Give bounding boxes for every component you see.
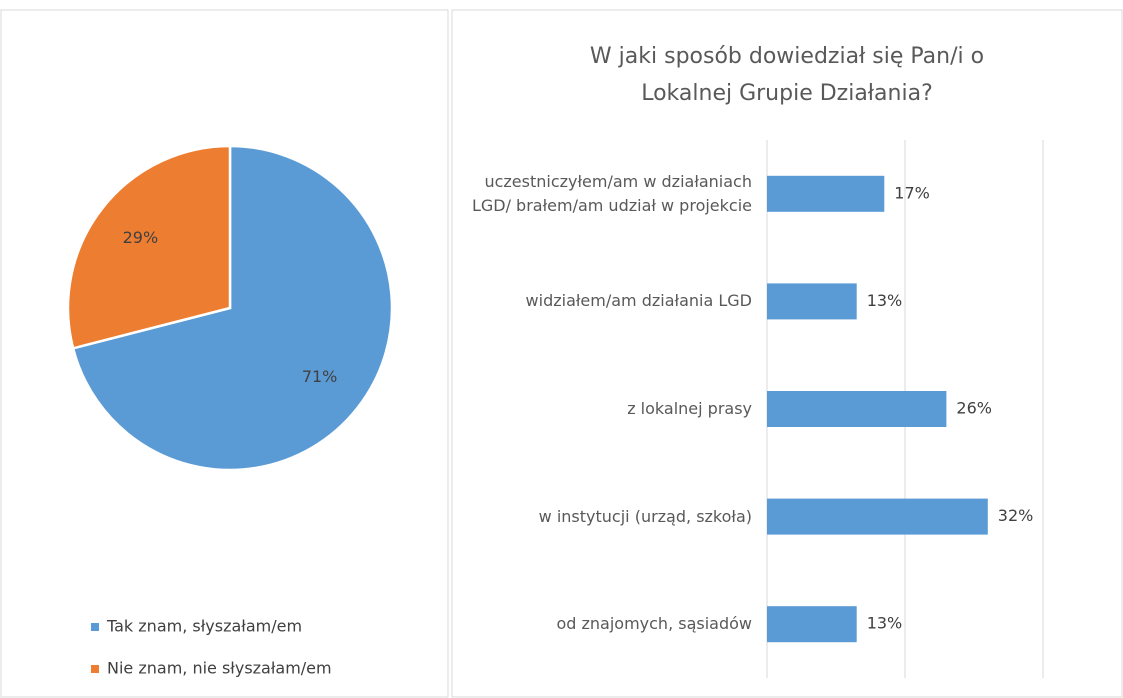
bar: [767, 606, 857, 643]
data-label: 32%: [998, 506, 1034, 525]
bar: [767, 175, 885, 212]
data-label: 17%: [894, 183, 930, 202]
data-label: 71%: [302, 367, 338, 386]
bar: [767, 283, 857, 320]
chart-title: W jaki sposób dowiedział się Pan/i o Lok…: [589, 44, 985, 106]
legend-swatch: [91, 623, 99, 631]
pie-slice: [71, 144, 394, 472]
bar: [767, 391, 947, 427]
bar: [767, 498, 988, 535]
data-label: 13%: [867, 614, 903, 633]
pie-slice: [66, 144, 232, 350]
data-label: 26%: [956, 399, 992, 418]
y-tick-label: widziałem/am działania LGD: [525, 291, 752, 311]
legend-label: Tak znam, słyszałam/em: [106, 617, 302, 636]
data-label: 29%: [123, 228, 159, 247]
y-tick-label: z lokalnej prasy: [627, 399, 752, 418]
legend-label: Nie znam, nie słyszałam/em: [107, 659, 332, 678]
legend-swatch: [91, 665, 99, 673]
y-tick-label: w instytucji (urząd, szkoła): [538, 506, 752, 526]
bar-panel: [451, 9, 1123, 698]
y-tick-label: od znajomych, sąsiadów: [556, 614, 752, 634]
y-tick-label: uczestniczyłem/am w działaniach LGD/ bra…: [471, 171, 752, 215]
data-label: 13%: [867, 291, 903, 310]
pie-panel: [0, 9, 449, 698]
